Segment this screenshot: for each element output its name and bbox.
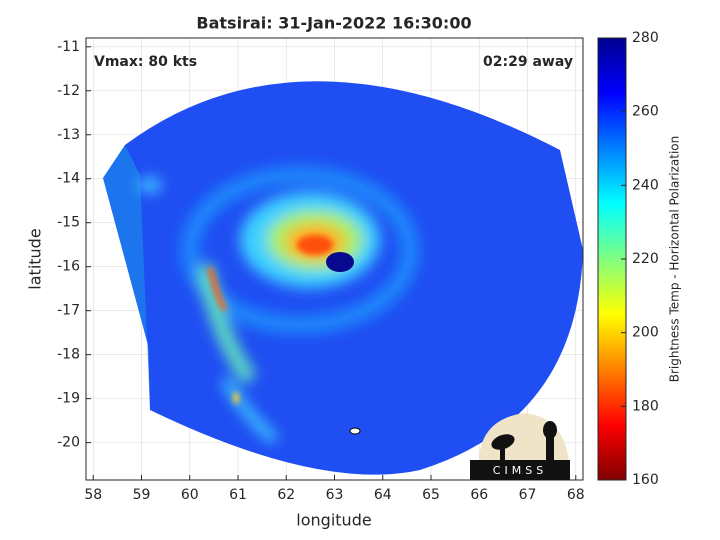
annotation: Vmax: 80 kts	[94, 54, 197, 70]
x-tick-label: 64	[374, 487, 392, 503]
eye	[326, 252, 354, 272]
colorbar-tick-label: 220	[632, 251, 659, 267]
y-tick-label: -14	[57, 171, 80, 187]
x-axis-label: longitude	[296, 511, 371, 530]
x-tick-label: 61	[229, 487, 247, 503]
swath-edge	[103, 145, 150, 410]
x-tick-label: 65	[422, 487, 440, 503]
colorbar-tick-label: 280	[632, 30, 659, 46]
logo-text: CIMSS	[493, 464, 547, 477]
x-tick-label: 60	[181, 487, 199, 503]
x-tick-label: 58	[84, 487, 102, 503]
colorbar-tick-label: 260	[632, 104, 659, 120]
x-tick-label: 66	[470, 487, 488, 503]
satellite-image	[103, 81, 583, 475]
y-tick-label: -20	[57, 435, 80, 451]
colorbar-tick-label: 240	[632, 177, 659, 193]
x-tick-label: 68	[567, 487, 585, 503]
colorbar-label: Brightness Temp - Horizontal Polarizatio…	[668, 136, 682, 383]
island	[349, 427, 361, 435]
colorbar-tick-label: 180	[632, 398, 659, 414]
colorbar-tick-label: 160	[632, 472, 659, 488]
y-tick-label: -17	[57, 303, 80, 319]
logo: CIMSS	[470, 413, 570, 480]
y-axis-label: latitude	[26, 228, 45, 289]
y-tick-label: -11	[57, 39, 80, 55]
y-tick-label: -15	[57, 215, 80, 231]
y-tick-label: -18	[57, 347, 80, 363]
x-tick-label: 67	[519, 487, 537, 503]
y-tick-label: -13	[57, 127, 80, 143]
x-tick-label: 63	[326, 487, 344, 503]
y-tick-label: -12	[57, 83, 80, 99]
x-tick-label: 62	[277, 487, 295, 503]
colorbar-tick-label: 200	[632, 325, 659, 341]
chart-title: Batsirai: 31-Jan-2022 16:30:00	[196, 14, 471, 33]
y-tick-label: -19	[57, 391, 80, 407]
annotation: 02:29 away	[483, 54, 573, 70]
y-tick-label: -16	[57, 259, 80, 275]
x-tick-label: 59	[133, 487, 151, 503]
